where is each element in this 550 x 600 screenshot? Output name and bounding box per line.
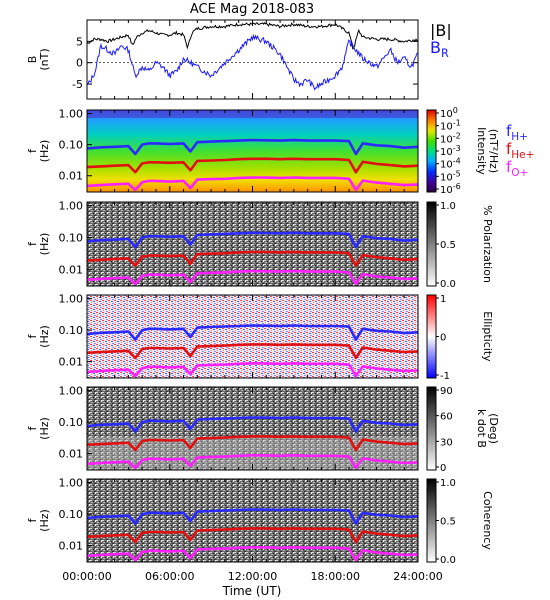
colorbar-tick-label: 90 bbox=[440, 386, 453, 397]
legend-item: fO+ bbox=[506, 158, 528, 179]
colorbar-scale bbox=[426, 201, 437, 287]
colorbar-tick-label: -1 bbox=[440, 371, 450, 382]
colorbar-tick-label: 0.0 bbox=[440, 555, 456, 566]
colorbar-tick-label: 100 bbox=[440, 106, 458, 120]
overlay-f-hplus bbox=[86, 416, 419, 433]
x-axis: 00:00:00 06:00:00 12:00:00 18:00:00 24:00:00… bbox=[62, 570, 442, 598]
y-tick-label: 0.01 bbox=[59, 170, 84, 183]
overlay-f-heplus bbox=[86, 435, 419, 452]
overlay-f-oplus bbox=[86, 545, 419, 562]
legend-item: fH+ bbox=[506, 122, 528, 143]
y-tick-label: 1.00 bbox=[59, 293, 84, 306]
colorbar-tick-label: 10-3 bbox=[440, 144, 461, 158]
y-tick-label: 1.00 bbox=[59, 108, 84, 121]
colorbar-tick-label: 10-2 bbox=[440, 131, 461, 145]
colorbar-tick-label: 60 bbox=[440, 412, 453, 423]
colorbar-tick-label: 10-6 bbox=[440, 182, 461, 196]
colorbar-tick-label: 0.5 bbox=[440, 240, 456, 251]
x-tick-label: 00:00:00 bbox=[62, 570, 111, 583]
series-b-r bbox=[86, 33, 419, 91]
colorbar-kdotb: 90 60 30 0 k dot B(Deg) bbox=[426, 386, 500, 474]
colorbar-coherency: 1.0 0.5 0.0 Coherency bbox=[426, 478, 494, 566]
y-tick-label: 1.00 bbox=[59, 477, 84, 490]
x-tick-label: 12:00:00 bbox=[228, 570, 277, 583]
overlay-f-hplus bbox=[86, 231, 419, 249]
y-tick-label: 0.01 bbox=[59, 448, 84, 461]
colorbar-tick-label: 0 bbox=[440, 333, 446, 344]
y-axis-label: f(Hz) bbox=[26, 140, 51, 163]
colorbar-polarization: 1.0 0.5 0.0 % Polarization bbox=[426, 201, 494, 290]
figure-title: ACE Mag 2018-083 bbox=[190, 2, 314, 17]
overlay-f-oplus bbox=[86, 176, 419, 192]
y-tick-label: 0.01 bbox=[59, 356, 84, 369]
overlay-f-heplus bbox=[86, 157, 419, 174]
overlay-f-oplus bbox=[86, 453, 419, 470]
panel-intensity: f(Hz) 1.00 0.10 0.01 10010-110-210-310-410-5… bbox=[26, 106, 534, 196]
colorbar-label: Coherency bbox=[481, 491, 494, 550]
legend-intensity: fH+fHe+fO+ bbox=[506, 122, 534, 179]
panel-coherency: f(Hz) 1.00 0.10 0.01 1.0 0.5 0.0 Coherency bbox=[26, 477, 494, 566]
y-tick-label: 5 bbox=[76, 35, 83, 48]
colorbar-scale bbox=[426, 109, 437, 193]
y-tick-label: 0.01 bbox=[59, 263, 84, 276]
colorbar-tick-label: 10-5 bbox=[440, 169, 461, 183]
panel-polarization: f(Hz) 1.00 0.10 0.01 1.0 0.5 0.0 % Polarization bbox=[26, 200, 494, 290]
colorbar-tick-label: 0 bbox=[440, 463, 446, 474]
overlay-f-hplus bbox=[86, 138, 419, 156]
y-tick-label: 1.00 bbox=[59, 200, 84, 213]
panel-kdotb: f(Hz) 1.00 0.10 0.01 90 60 30 0 k dot B(Deg) bbox=[26, 385, 500, 474]
legend-mag: |B|BR bbox=[430, 21, 452, 60]
colorbar-label: Intensity(nT²/Hz) bbox=[475, 127, 500, 175]
overlay-f-hplus bbox=[86, 324, 419, 341]
colorbar-tick-label: 0.5 bbox=[440, 517, 456, 528]
y-tick-label: -5 bbox=[72, 78, 83, 91]
colorbar-tick-label: 10-4 bbox=[440, 157, 461, 171]
x-tick-label: 06:00:00 bbox=[145, 570, 194, 583]
colorbar-scale bbox=[426, 478, 437, 563]
overlay-f-heplus bbox=[86, 527, 419, 544]
y-tick-label: 0.01 bbox=[59, 540, 84, 553]
colorbar-label: k dot B(Deg) bbox=[475, 409, 500, 448]
panel-background bbox=[87, 20, 418, 99]
y-axis-label: f(Hz) bbox=[26, 325, 51, 348]
y-axis-label: f(Hz) bbox=[26, 417, 51, 440]
legend-item: fHe+ bbox=[506, 140, 534, 161]
y-tick-label: 0.10 bbox=[59, 139, 84, 152]
colorbar-tick-label: 1.0 bbox=[440, 201, 456, 212]
colorbar-scale bbox=[426, 294, 437, 379]
colorbar-tick-label: 0.0 bbox=[440, 279, 456, 290]
overlay-f-hplus bbox=[86, 508, 419, 525]
colorbar-tick-label: 1.0 bbox=[440, 478, 456, 489]
x-tick-label: 18:00:00 bbox=[311, 570, 360, 583]
y-axis-label: f(Hz) bbox=[26, 233, 51, 256]
panel-ellipticity: f(Hz) 1.00 0.10 0.01 1 0 -1 Ellipticity bbox=[26, 293, 494, 382]
overlay-f-heplus bbox=[86, 250, 419, 268]
colorbar-tick-label: 10-1 bbox=[440, 119, 461, 133]
y-axis-label: B(nT) bbox=[26, 48, 51, 70]
y-tick-label: 0.10 bbox=[59, 231, 84, 244]
x-axis-label: Time (UT) bbox=[222, 584, 282, 598]
colorbar-tick-label: 30 bbox=[440, 437, 453, 448]
colorbar-ellipticity: 1 0 -1 Ellipticity bbox=[426, 294, 494, 382]
legend-item: BR bbox=[430, 38, 449, 60]
colorbar-scale bbox=[426, 386, 437, 471]
colorbar-tick-label: 1 bbox=[440, 294, 446, 305]
colorbar-label: Ellipticity bbox=[481, 311, 494, 362]
overlay-f-heplus bbox=[86, 343, 419, 360]
y-tick-label: 0.10 bbox=[59, 508, 84, 521]
y-axis-label: f(Hz) bbox=[26, 509, 51, 532]
overlay-f-oplus bbox=[86, 361, 419, 378]
overlay-f-oplus bbox=[86, 269, 419, 286]
y-tick-label: 0 bbox=[76, 57, 83, 70]
y-tick-label: 0.10 bbox=[59, 324, 84, 337]
colorbar-label: % Polarization bbox=[481, 205, 494, 283]
panel-mag: B(nT) 5 0 -5 |B|BR bbox=[26, 19, 452, 100]
y-tick-label: 1.00 bbox=[59, 385, 84, 398]
y-tick-label: 0.10 bbox=[59, 416, 84, 429]
legend-item: |B| bbox=[430, 21, 452, 40]
x-tick-label: 24:00:00 bbox=[393, 570, 442, 583]
